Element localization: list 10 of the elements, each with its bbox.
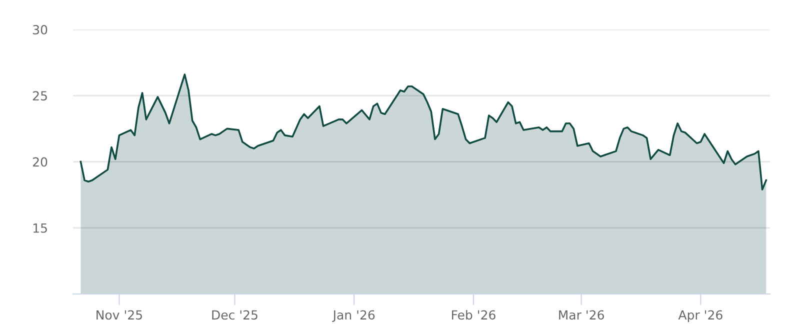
x-tick-label: Dec '25 xyxy=(212,310,258,320)
x-tick-label: Jan '26 xyxy=(332,310,375,322)
x-tick-label: Feb '26 xyxy=(452,310,496,320)
x-tick-label: Mar '26 xyxy=(559,310,604,320)
y-tick-label: 30 xyxy=(33,24,48,34)
x-tick-label: Apr '26 xyxy=(678,310,722,322)
y-tick-label: 20 xyxy=(33,157,48,167)
y-tick-label: 25 xyxy=(33,91,47,101)
x-tick-label: Nov '25 xyxy=(96,310,142,320)
y-tick-label: 15 xyxy=(33,224,47,233)
